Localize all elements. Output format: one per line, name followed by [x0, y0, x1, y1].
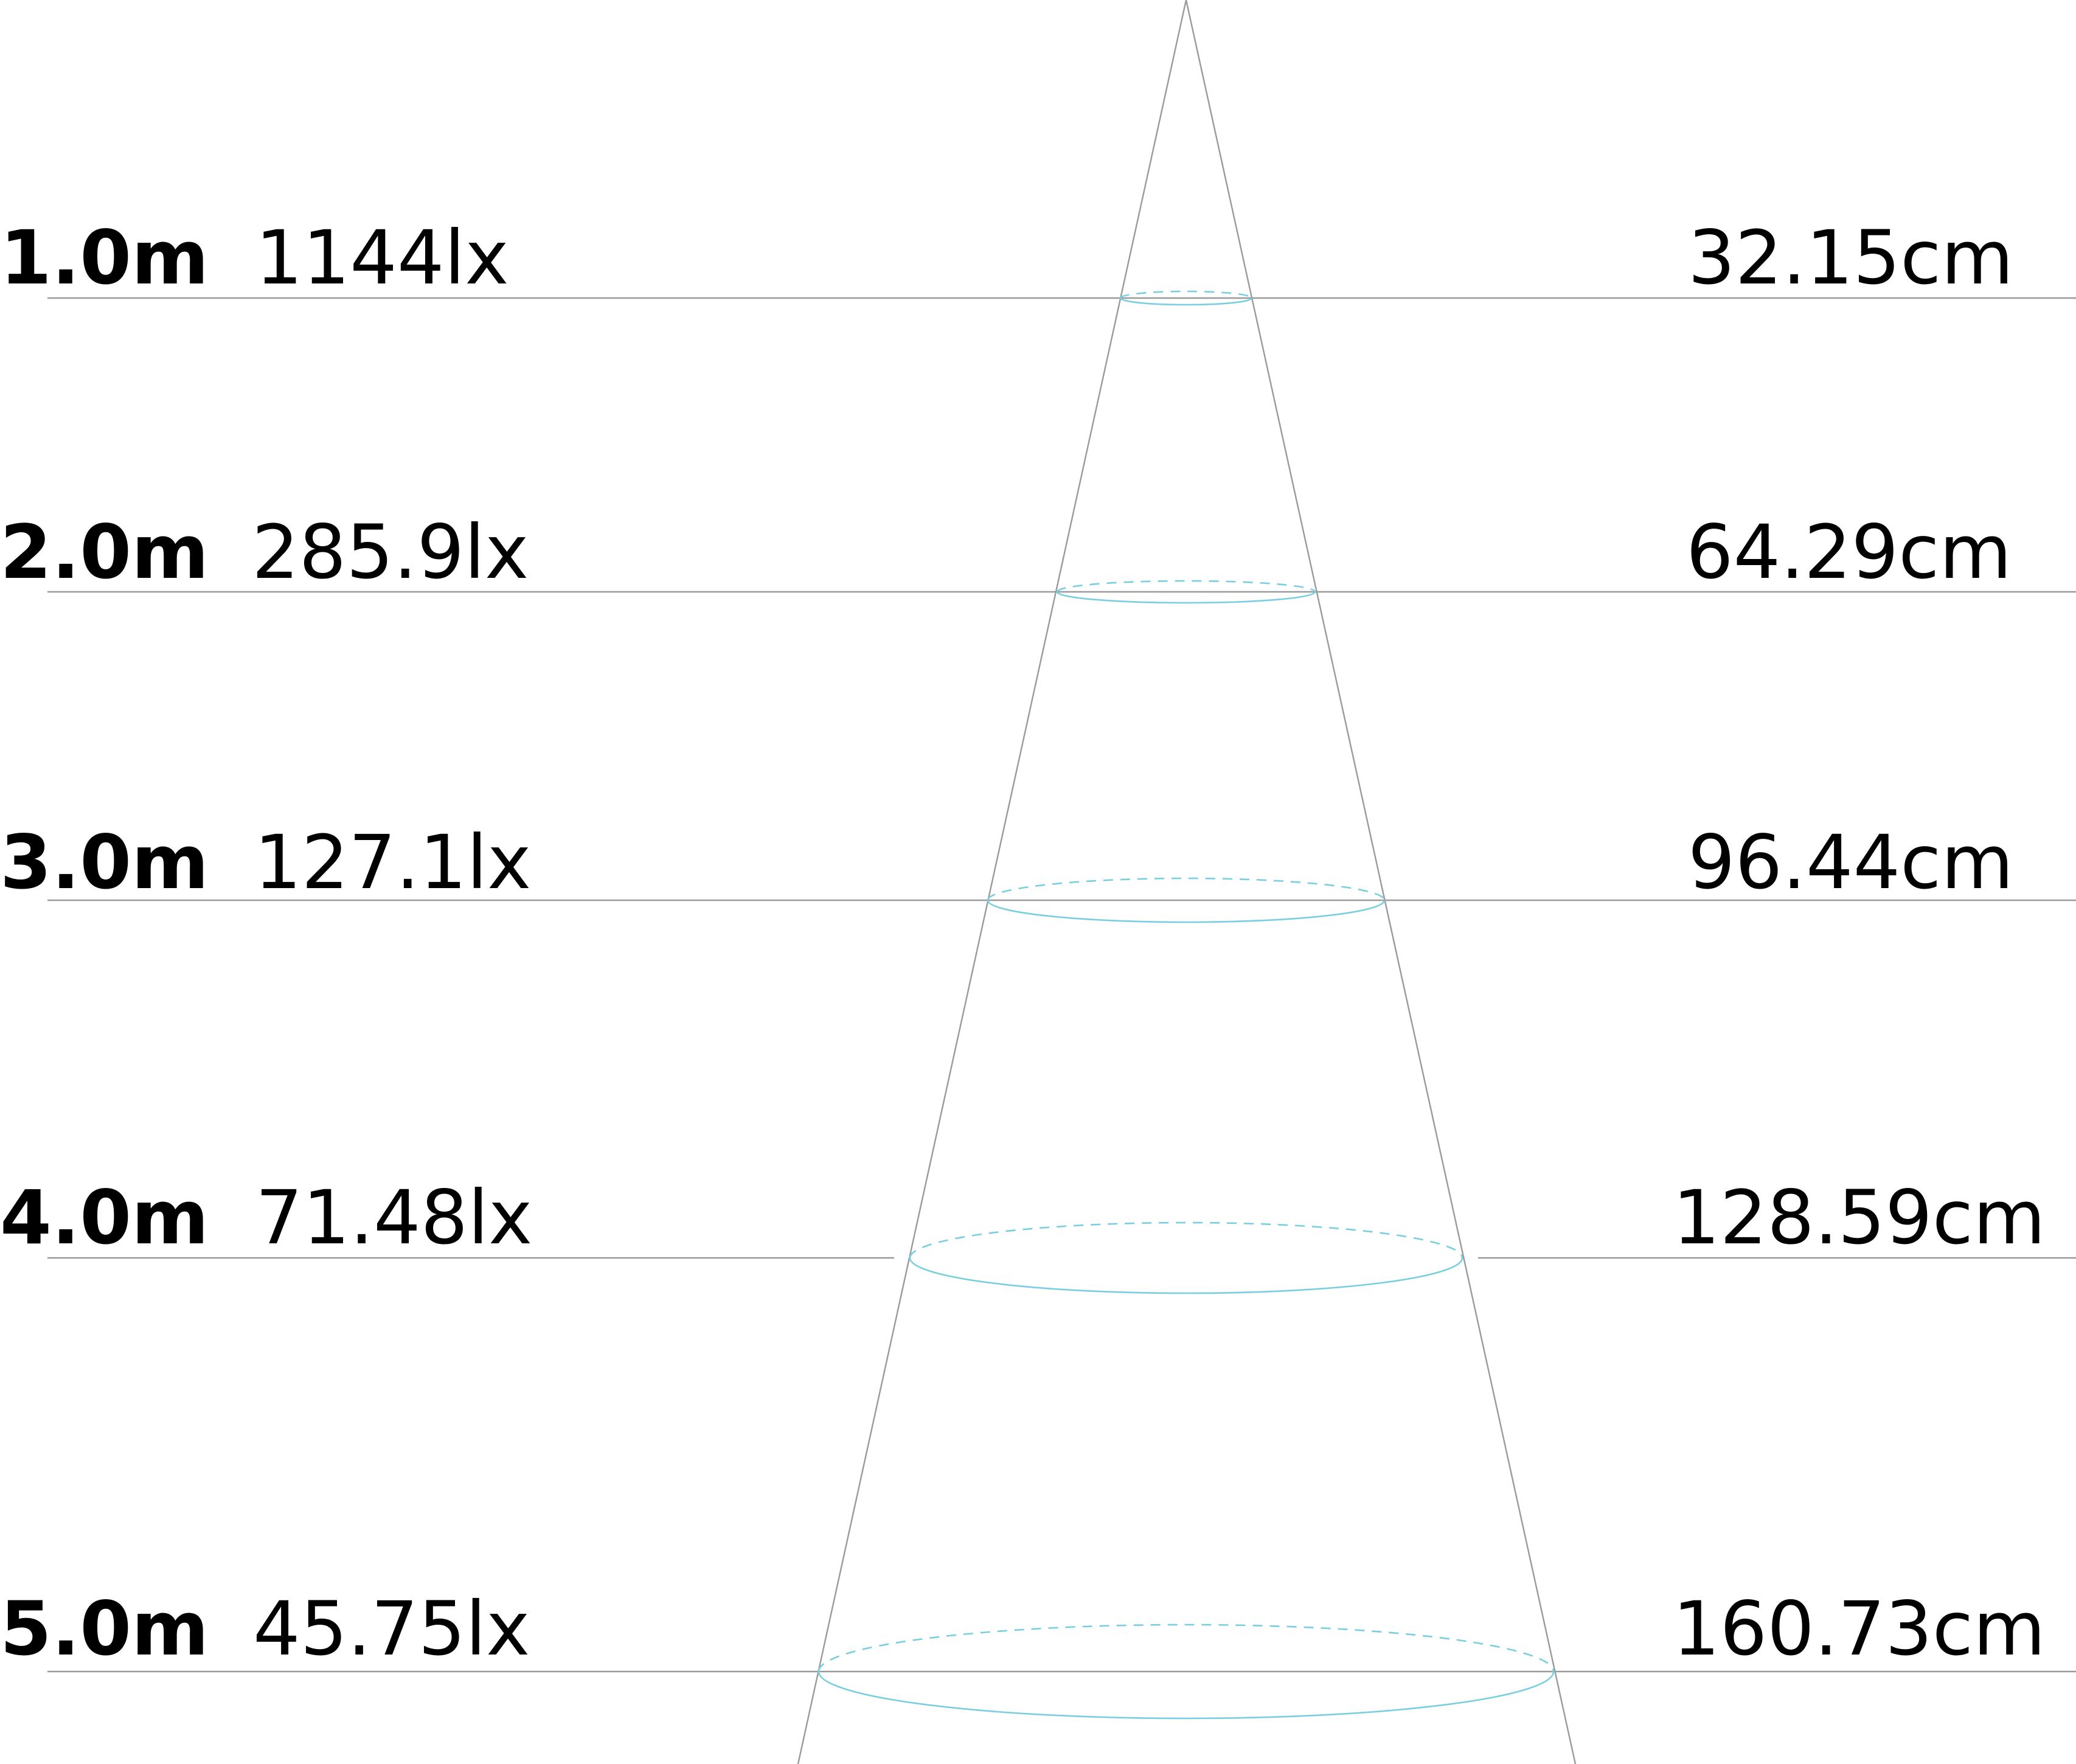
cone-right-edge [1185, 0, 1577, 1764]
beam-ellipse-front-1m [1119, 297, 1253, 306]
diameter-label-2m: 64.29cm [1686, 509, 2012, 596]
illuminance-label-1m: 1144lx [255, 215, 509, 301]
illuminance-label-2m: 285.9lx [252, 509, 529, 596]
illuminance-label-4m: 71.48lx [255, 1175, 532, 1261]
diameter-label-5m: 160.73cm [1673, 1586, 2046, 1672]
beam-ellipse-back-4m [909, 1221, 1463, 1259]
cone-left-edge [797, 0, 1187, 1764]
row-3m: 3.0m 127.1lx 96.44cm [0, 819, 2076, 923]
beam-ellipse-front-5m [818, 1671, 1555, 1720]
row-5m: 5.0m 45.75lx 160.73cm [0, 1586, 2076, 1720]
beam-ellipse-back-2m [1056, 580, 1316, 592]
illuminance-label-5m: 45.75lx [253, 1586, 530, 1672]
beam-ellipse-back-3m [987, 877, 1386, 901]
beam-ellipse-back-5m [818, 1623, 1555, 1672]
row-1m: 1.0m 1144lx 32.15cm [0, 215, 2076, 306]
beam-ellipse-back-1m [1119, 290, 1253, 299]
diameter-label-3m: 96.44cm [1688, 819, 2013, 906]
beam-ellipse-front-3m [987, 900, 1386, 923]
row-4m: 4.0m 71.48lx 128.59cm [0, 1175, 2076, 1294]
beam-ellipse-front-2m [1056, 591, 1316, 604]
distance-label-3m: 3.0m [0, 819, 209, 906]
illuminance-label-3m: 127.1lx [254, 819, 531, 906]
row-2m: 2.0m 285.9lx 64.29cm [0, 509, 2076, 604]
distance-label-5m: 5.0m [0, 1586, 209, 1672]
diameter-label-4m: 128.59cm [1673, 1175, 2046, 1261]
diameter-label-1m: 32.15cm [1688, 215, 2013, 301]
distance-label-1m: 1.0m [0, 215, 209, 301]
distance-label-2m: 2.0m [0, 509, 209, 596]
distance-label-4m: 4.0m [0, 1175, 209, 1261]
beam-ellipse-front-4m [909, 1257, 1463, 1294]
